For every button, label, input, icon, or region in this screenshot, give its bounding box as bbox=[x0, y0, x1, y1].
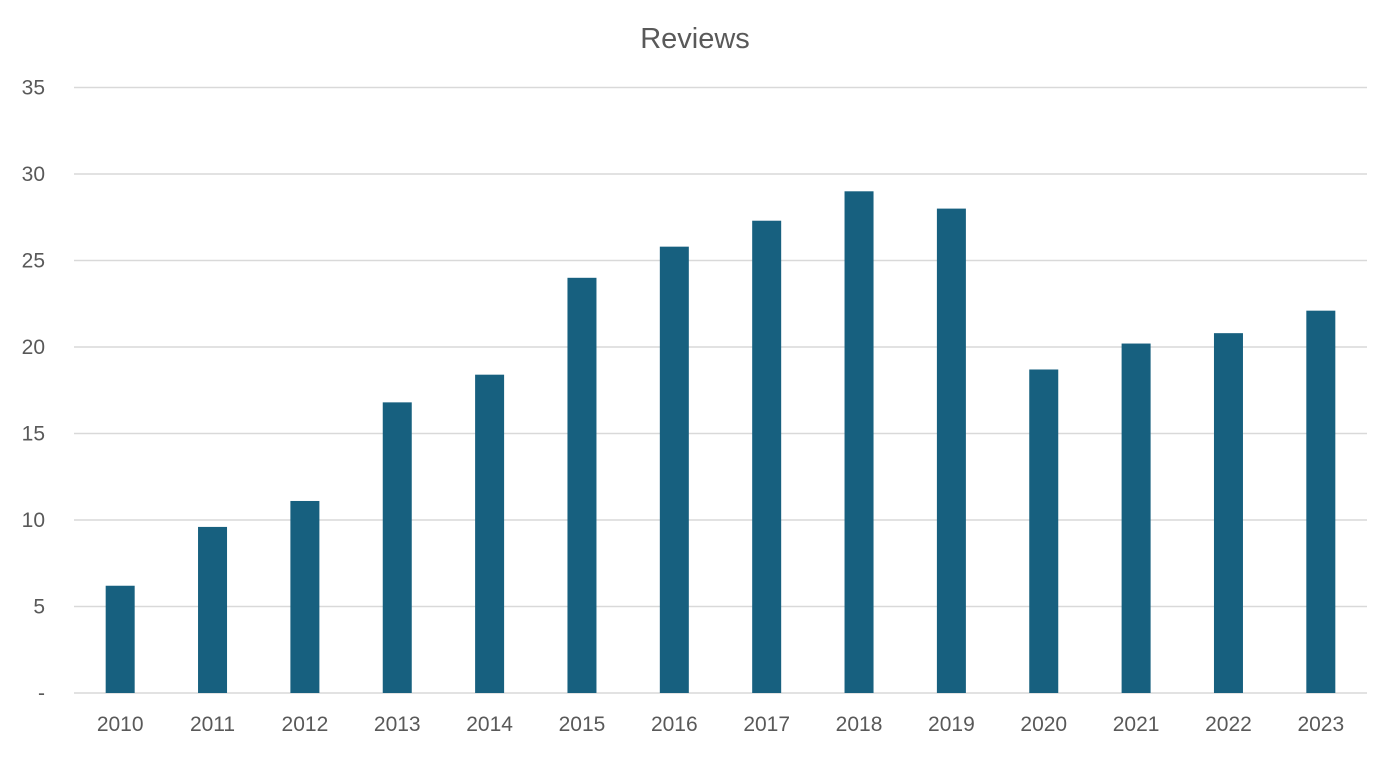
x-tick-label: 2013 bbox=[374, 713, 421, 736]
x-tick-label: 2015 bbox=[559, 713, 606, 736]
bar-2019 bbox=[936, 208, 966, 693]
gridlines bbox=[74, 86, 1367, 694]
bar-2023 bbox=[1306, 310, 1336, 693]
y-tick-label: 5 bbox=[33, 596, 45, 619]
chart-title: Reviews bbox=[640, 23, 750, 55]
x-tick-label: 2012 bbox=[282, 713, 329, 736]
y-tick-label: 15 bbox=[22, 423, 45, 446]
y-tick-label: 20 bbox=[22, 336, 45, 359]
x-tick-label: 2010 bbox=[97, 713, 144, 736]
y-tick-label: 25 bbox=[22, 250, 45, 273]
x-tick-label: 2011 bbox=[190, 713, 235, 736]
bar-2014 bbox=[475, 374, 505, 693]
x-tick-label: 2020 bbox=[1020, 713, 1067, 736]
x-tick-label: 2022 bbox=[1205, 713, 1252, 736]
bar-2011 bbox=[198, 526, 228, 693]
x-tick-label: 2018 bbox=[836, 713, 883, 736]
bars bbox=[105, 191, 1336, 694]
bar-2016 bbox=[659, 246, 689, 693]
x-tick-label: 2019 bbox=[928, 713, 975, 736]
x-tick-label: 2017 bbox=[743, 713, 790, 736]
y-tick-label: - bbox=[38, 682, 45, 705]
bar-2015 bbox=[567, 277, 597, 693]
bar-2013 bbox=[382, 402, 412, 693]
bar-2021 bbox=[1121, 343, 1151, 693]
y-tick-label: 35 bbox=[22, 77, 45, 100]
x-tick-label: 2023 bbox=[1297, 713, 1344, 736]
bar-2010 bbox=[105, 585, 135, 693]
bar-2022 bbox=[1213, 333, 1243, 693]
bar-2018 bbox=[844, 191, 874, 694]
x-tick-label: 2016 bbox=[651, 713, 698, 736]
x-tick-label: 2014 bbox=[466, 713, 513, 736]
bar-2017 bbox=[752, 220, 782, 693]
bar-2020 bbox=[1029, 369, 1059, 693]
x-tick-label: 2021 bbox=[1113, 713, 1160, 736]
y-tick-label: 30 bbox=[22, 163, 45, 186]
y-axis-tick-labels: - 5 10 15 20 25 30 35 bbox=[22, 77, 45, 706]
y-tick-label: 10 bbox=[22, 509, 45, 532]
x-axis-tick-labels: 2010 2011 2012 2013 2014 2015 2016 2017 2018 2019… bbox=[97, 713, 1344, 736]
bar-2012 bbox=[290, 500, 320, 693]
